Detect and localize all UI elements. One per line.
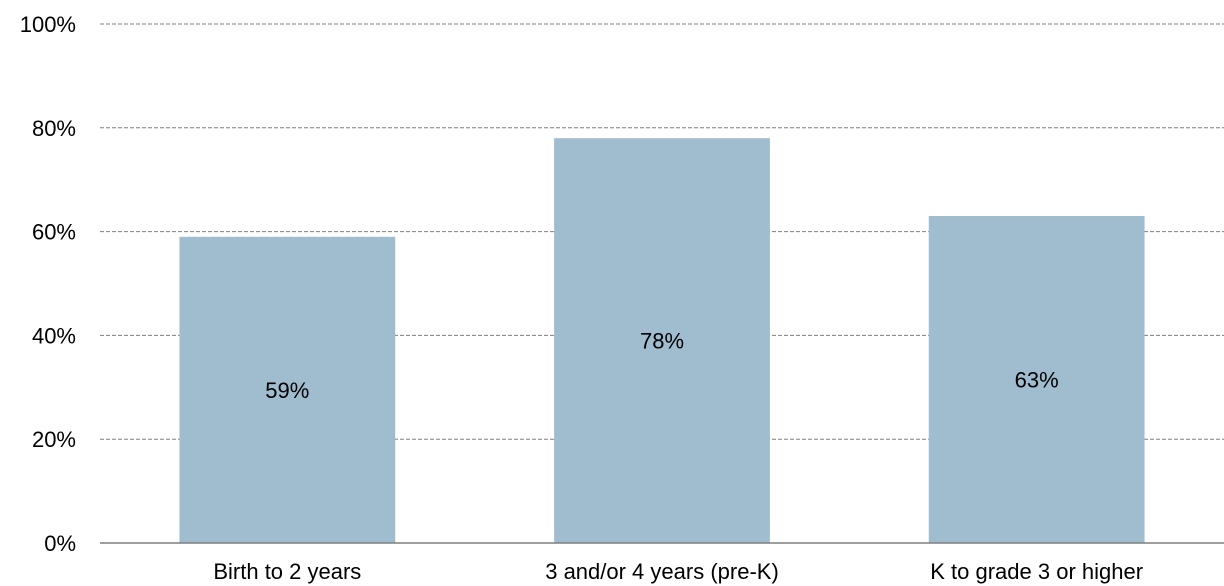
bars	[179, 138, 1145, 544]
y-tick-label: 0%	[44, 531, 76, 556]
bar	[554, 138, 770, 543]
y-tick-label: 60%	[32, 220, 76, 245]
bar	[928, 216, 1145, 543]
y-tick-label: 40%	[32, 323, 76, 348]
data-label: 59%	[265, 378, 309, 403]
y-tick-label: 100%	[20, 12, 76, 37]
data-label: 78%	[640, 329, 684, 354]
bar	[179, 236, 396, 544]
y-tick-label: 80%	[32, 116, 76, 141]
x-category-label: Birth to 2 years	[213, 559, 361, 584]
x-category-label: 3 and/or 4 years (pre-K)	[545, 559, 779, 584]
x-category-label: K to grade 3 or higher	[930, 559, 1143, 584]
labels: 0% 20% 40% 60% 80% 100% 59% Birth to 2 years 78%…	[20, 12, 1143, 584]
y-tick-label: 20%	[32, 427, 76, 452]
data-label: 63%	[1015, 368, 1059, 393]
